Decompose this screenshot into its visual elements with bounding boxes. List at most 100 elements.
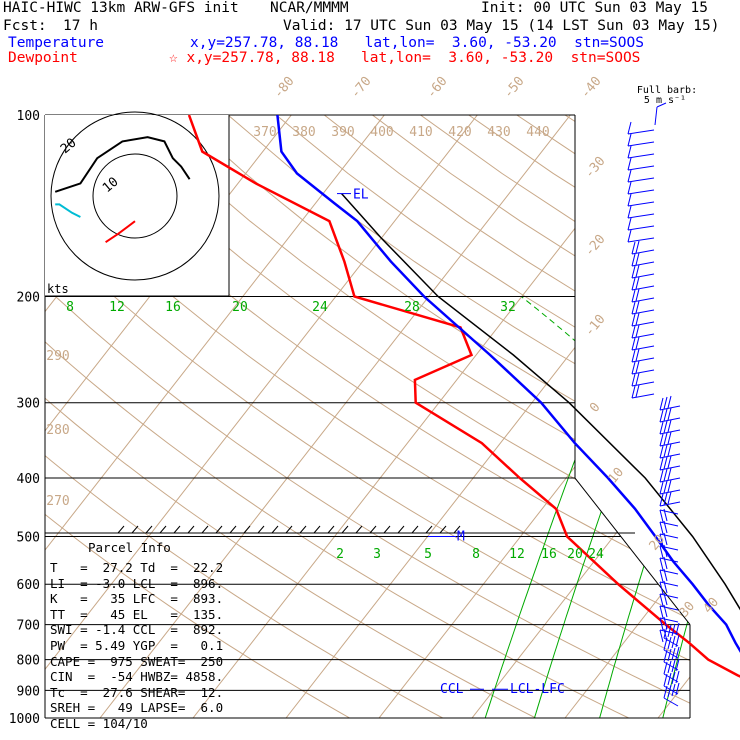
ccl-label: CCL [440,682,464,697]
wind-barb-feather [667,395,672,409]
hodograph-units: kts [47,282,69,296]
parcel-line [341,193,740,611]
pressure-label: 800 [17,654,40,669]
wind-barb-feather [663,580,668,594]
freezing-tick [159,525,167,534]
pressure-label: 1000 [9,712,40,727]
wind-barb-feather [667,491,672,505]
wind-barb-feather [659,397,664,411]
freezing-tick [299,525,307,534]
wind-barb [659,441,681,447]
wind-barb-feather [627,229,632,243]
wind-barb-feather [663,661,668,675]
mixing-ratio-label: 8 [66,300,74,315]
wind-barb-feather [659,533,664,547]
el-label: EL [353,188,369,203]
wind-barb-feather [659,409,664,423]
dry-adiabat-line [45,115,690,718]
pressure-label: 400 [17,472,40,487]
wind-barb-feather [635,384,640,398]
isotherm-line [471,115,690,718]
parcel-info-row: CELL = 104/10 [50,716,148,731]
freezing-tick [201,525,209,534]
wind-barb-feather [667,672,672,686]
wind-barb [631,309,655,315]
hodograph-background [45,115,229,296]
wind-barb-feather [659,469,664,483]
wind-barb-feather [671,647,676,661]
mixing-ratio-label: 20 [232,300,248,315]
wind-barb [659,489,681,495]
wind-barb [627,225,655,231]
wind-barb-feather [631,241,636,255]
wind-barb-feather [659,593,664,607]
wind-barb [659,453,681,459]
dry-adiabat-line [468,115,690,718]
barb-legend-units: 5 m s⁻¹ [644,95,686,106]
theta-label: 440 [526,125,549,140]
wind-barb [659,617,679,623]
wind-barb-feather [667,648,672,662]
theta-label: 280 [46,423,69,438]
wind-barb-feather [635,300,640,314]
pressure-label: 200 [17,291,40,306]
wind-barb [627,237,655,243]
wind-barb [627,189,655,195]
wind-barb-feather [631,289,636,303]
isotherm-label: 10 [606,465,628,487]
isotherm-line [285,115,690,718]
model-title: HAIC-HIWC 13km ARW-GFS init [3,0,239,16]
dry-adiabat-line [45,115,467,718]
theta-label: 430 [487,125,510,140]
wind-barb-feather [667,431,672,445]
barb-legend-flag [656,102,667,108]
wind-barb-feather [631,373,636,387]
wind-barb-feather [659,481,664,495]
parcel-info-row: SREH = 49 LAPSE= 6.0 [50,700,224,716]
dry-adiabat-line [131,115,690,718]
parcel-info-row: CIN = -54 HWBZ= 4858. [50,669,224,685]
dry-adiabat-line [45,115,562,718]
wind-barb-feather [663,408,668,422]
dry-adiabat-line [179,115,690,718]
wind-barb-feather [675,682,680,696]
barb-legend-staff [654,106,658,126]
wind-barb-feather [659,545,664,559]
mixing-ratio-label: 32 [500,300,516,315]
wind-barb-feather [635,252,640,266]
wind-barb-feather [659,617,664,631]
wind-barb-feather [631,277,636,291]
isotherm-line [0,115,12,718]
wind-barb-feather [627,121,632,135]
theta-label: 270 [46,494,69,509]
pressure-label: 900 [17,684,40,699]
wind-barb-feather [667,624,672,638]
wind-barb-feather [667,419,672,433]
mixing-ratio-line [599,296,690,718]
mixing-ratio-label: 16 [165,300,181,315]
pressure-label: 300 [17,397,40,412]
wind-barb-feather [671,659,676,673]
dry-adiabat-line [45,115,656,718]
wind-barb-feather [667,479,672,493]
wind-barb [631,357,655,363]
theta-label: 400 [370,125,393,140]
isotherm-line [192,115,664,718]
wind-barb-feather [627,169,632,183]
wind-barb [627,129,655,135]
wind-barb-feather [663,556,668,570]
parcel-info-row: TT = 45 EL = 135. [50,606,224,622]
wind-barb [659,581,679,587]
freezing-tick [341,525,349,534]
parcel-info-row: SWI = -1.4 CCL = 892. [50,622,224,638]
lcl-lfc-label: LCL-LFC [510,682,565,697]
wind-barb-feather [663,468,668,482]
wind-barb [659,501,681,507]
freezing-tick [425,525,433,534]
parcel-info-row: CAPE = 975 SWEAT= 250 [50,653,224,669]
mixing-ratio-line [720,297,740,719]
wind-barb-feather [663,420,668,434]
dry-adiabat-line [420,115,690,718]
wind-barb [663,697,679,707]
freezing-tick [173,525,181,534]
